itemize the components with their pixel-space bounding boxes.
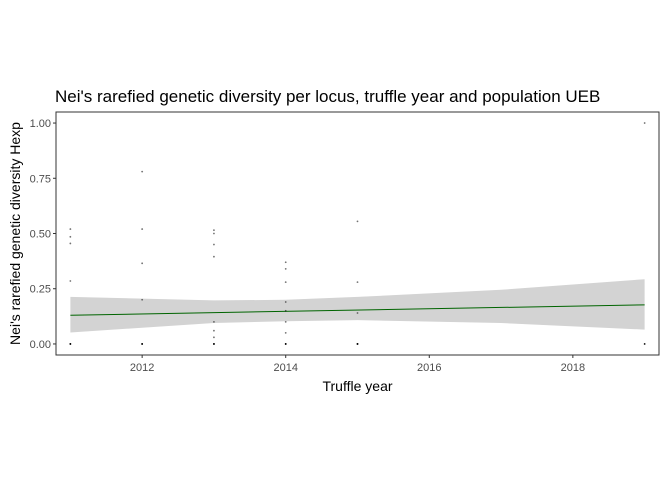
data-points-layer bbox=[69, 122, 646, 345]
x-tick-label: 2014 bbox=[273, 362, 297, 374]
y-tick-label: 0.50 bbox=[30, 229, 51, 241]
data-point bbox=[643, 122, 646, 124]
data-point bbox=[213, 336, 215, 339]
x-axis: 2012 2014 2016 2018 bbox=[130, 355, 585, 374]
x-axis-title: Truffle year bbox=[322, 378, 392, 394]
data-point bbox=[69, 235, 72, 238]
data-point bbox=[69, 242, 72, 245]
data-point bbox=[213, 255, 215, 258]
data-point bbox=[141, 228, 144, 230]
data-point bbox=[213, 243, 215, 246]
fit-line-layer bbox=[70, 304, 645, 316]
data-point bbox=[213, 329, 215, 332]
data-point bbox=[284, 301, 287, 303]
data-point bbox=[141, 262, 144, 265]
data-point bbox=[284, 343, 287, 345]
data-point bbox=[284, 332, 287, 334]
data-point bbox=[284, 309, 287, 312]
data-point bbox=[213, 229, 215, 232]
x-tick-label: 2012 bbox=[130, 362, 154, 374]
data-point bbox=[69, 280, 72, 282]
chart-title: Nei's rarefied genetic diversity per loc… bbox=[55, 87, 600, 106]
data-point bbox=[356, 343, 359, 345]
data-point bbox=[141, 343, 144, 345]
data-point bbox=[284, 267, 287, 270]
y-tick-label: 0.00 bbox=[30, 339, 51, 351]
x-tick-label: 2018 bbox=[561, 362, 585, 374]
data-point bbox=[213, 320, 215, 323]
data-point bbox=[141, 298, 144, 301]
y-axis: 0.00 0.25 0.50 0.75 1.00 bbox=[30, 118, 56, 351]
data-point bbox=[284, 281, 287, 283]
y-tick-label: 0.25 bbox=[30, 284, 51, 296]
data-point bbox=[213, 343, 215, 345]
data-point bbox=[284, 261, 287, 264]
data-point bbox=[356, 220, 359, 223]
data-point bbox=[356, 312, 359, 314]
data-point bbox=[69, 343, 72, 345]
confidence-band bbox=[70, 279, 645, 333]
y-tick-label: 0.75 bbox=[30, 173, 51, 185]
x-tick-label: 2016 bbox=[417, 362, 441, 374]
confidence-band-layer bbox=[70, 279, 645, 333]
fit-line bbox=[70, 304, 645, 316]
y-axis-title: Nei's rarefied genetic diversity Hexp bbox=[7, 122, 23, 345]
data-point bbox=[213, 232, 215, 235]
data-point bbox=[69, 228, 72, 230]
data-point bbox=[643, 343, 646, 345]
y-tick-label: 1.00 bbox=[30, 118, 51, 130]
data-point bbox=[356, 281, 359, 283]
data-point bbox=[141, 170, 144, 173]
data-point bbox=[284, 320, 287, 323]
